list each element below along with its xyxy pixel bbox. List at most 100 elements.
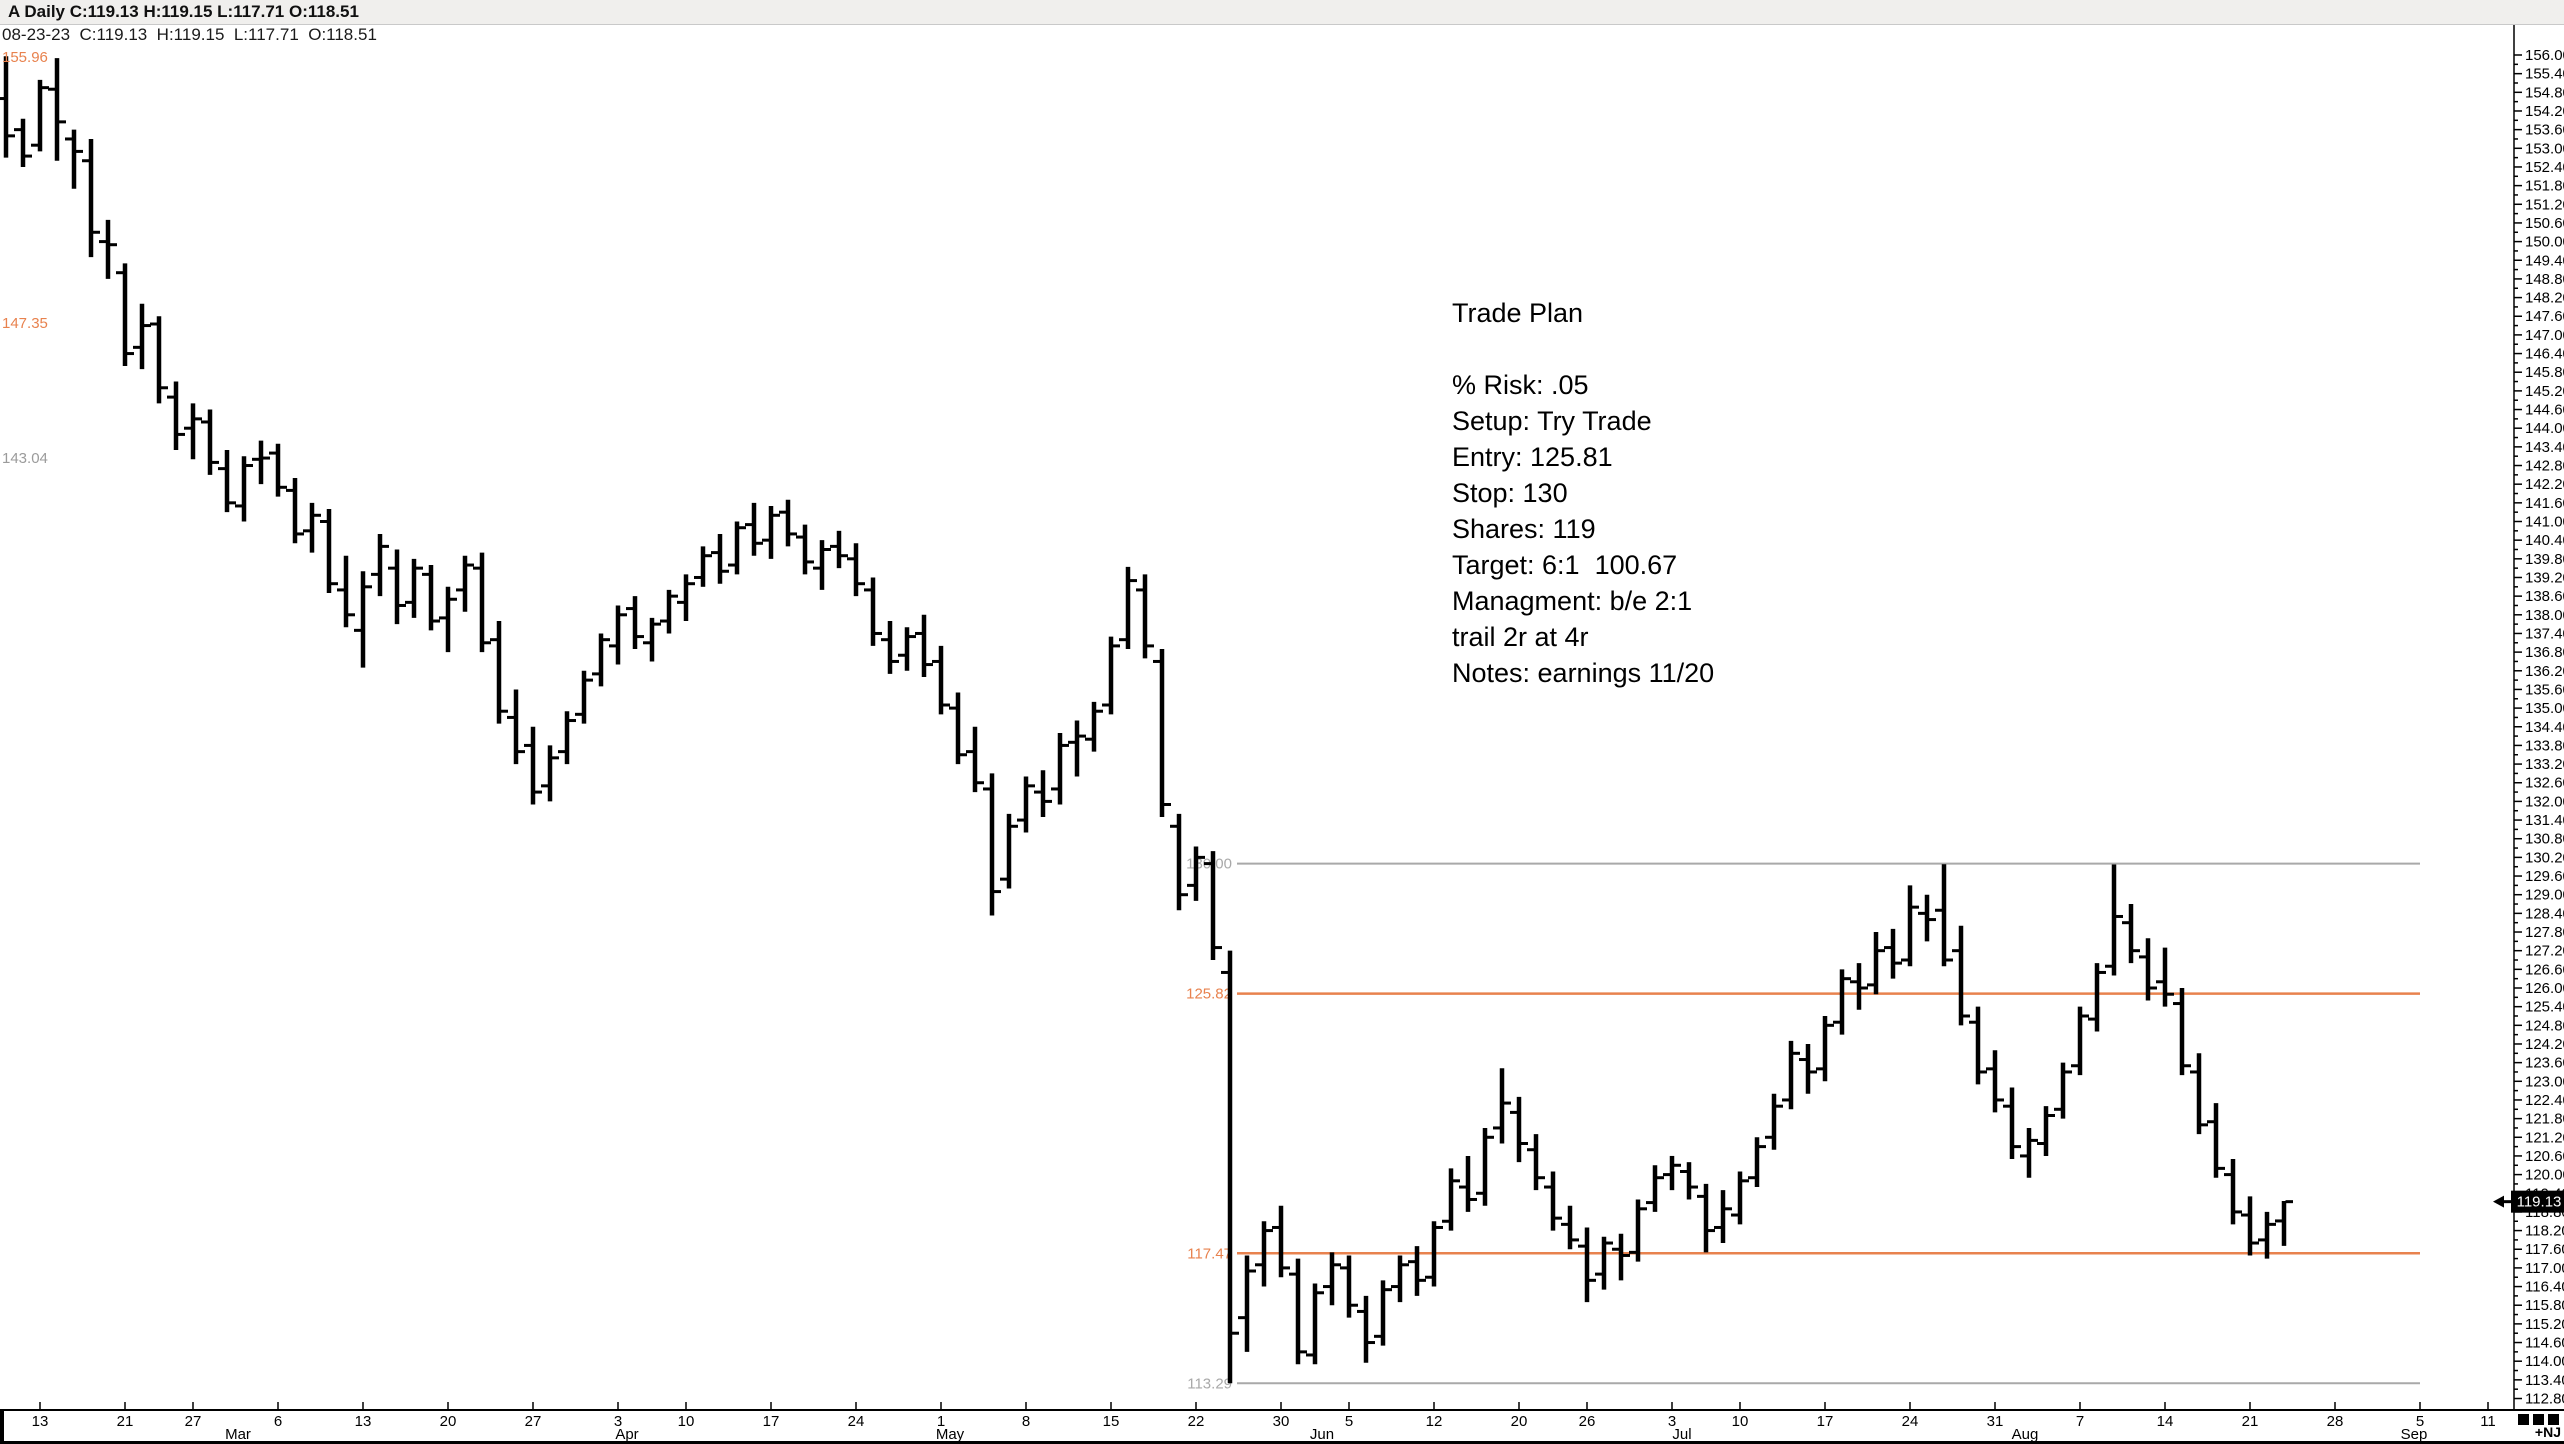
- date-tick-label: 13: [32, 1413, 49, 1430]
- ohlc-bar-07-20: [1867, 932, 1885, 995]
- trade-plan-line: Notes: earnings 11/20: [1452, 658, 1715, 688]
- price-tick-label: 144.00: [2525, 420, 2564, 437]
- price-tick-label: 141.60: [2525, 495, 2564, 512]
- date-tick-label: 10: [1732, 1413, 1749, 1430]
- price-tick-label: 124.80: [2525, 1017, 2564, 1034]
- date-tick-label: 1: [937, 1413, 945, 1430]
- ohlc-bar-02-16: [82, 138, 100, 258]
- ohlc-bar-04-13: [728, 521, 746, 575]
- price-axis[interactable]: 156.00 155.40154.80 154.20 153.60153.00 152.…: [2513, 24, 2564, 1410]
- ohlc-bar-05-31: [1289, 1258, 1307, 1365]
- price-tick-label: 121.80: [2525, 1111, 2564, 1128]
- price-tick-label: 116.40: [2525, 1279, 2564, 1296]
- ohlc-bar-02-23: [150, 316, 168, 404]
- date-tick-label: 11: [2480, 1413, 2496, 1430]
- ohlc-bar-08-23: [2275, 1200, 2293, 1246]
- price-tick-label: 117.00: [2525, 1260, 2564, 1277]
- ohlc-bar-04-12: [711, 533, 729, 584]
- ohlc-bar-08-03: [2037, 1106, 2055, 1156]
- ohlc-bar-02-09: [0, 56, 15, 158]
- ohlc-bar-08-08: [2088, 963, 2106, 1032]
- trade-plan-line: Shares: 119: [1452, 514, 1596, 544]
- trade-plan-line: Target: 6:1 100.67: [1452, 550, 1678, 580]
- swing-label-155.96: 155.96: [2, 49, 48, 66]
- ohlc-bar-07-24: [1901, 885, 1919, 967]
- price-tick-label: 122.40: [2525, 1092, 2564, 1109]
- date-tick-label: 13: [355, 1413, 372, 1430]
- corner-square-button[interactable]: [2533, 1414, 2544, 1425]
- trade-plan-line: Entry: 125.81: [1452, 442, 1613, 472]
- price-tick-label: 140.40: [2525, 532, 2564, 549]
- ohlc-bar-05-18: [1153, 649, 1171, 817]
- ohlc-bar-03-08: [303, 502, 321, 553]
- ohlc-bars: [0, 56, 2293, 1384]
- price-tick-label: 154.80: [2525, 84, 2564, 101]
- ohlc-bar-04-27: [898, 627, 916, 671]
- ohlc-bar-03-23: [490, 621, 508, 724]
- price-tick-label: 156.00: [2525, 47, 2564, 64]
- price-tick-label: 115.20: [2525, 1316, 2564, 1333]
- ohlc-bar-05-08: [1017, 776, 1035, 833]
- ohlc-bar-05-24: [1221, 950, 1239, 1384]
- date-tick-label: 5: [2416, 1413, 2424, 1430]
- ohlc-bar-03-24: [507, 689, 525, 765]
- trade-plan-note[interactable]: Trade Plan % Risk: .05 Setup: Try Trade Ent…: [1452, 295, 1714, 691]
- ohlc-bar-04-24: [847, 543, 865, 597]
- ohlc-bar-02-22: [133, 303, 151, 370]
- ohlc-bar-07-17: [1816, 1015, 1834, 1082]
- date-axis[interactable]: 13 21 27 6 13 20 27 3 10 17 24 1 8 15 22 30 5 12 20 26 3 10 17…: [0, 1402, 2564, 1444]
- ohlc-bar-08-16: [2190, 1053, 2208, 1135]
- ohlc-bar-02-17: [99, 219, 117, 279]
- ohlc-bar-07-10: [1731, 1171, 1749, 1225]
- ohlc-bar-04-28: [915, 614, 933, 677]
- ohlc-bar-08-21: [2241, 1196, 2259, 1256]
- horizontal-trendlines[interactable]: [1237, 862, 2420, 1385]
- ohlc-bar-07-14: [1799, 1043, 1817, 1094]
- date-tick-label: 26: [1579, 1413, 1596, 1430]
- ohlc-bar-05-23: [1204, 851, 1222, 961]
- ohlc-bar-04-17: [762, 505, 780, 559]
- price-tick-label: 152.40: [2525, 159, 2564, 176]
- ohlc-bar-07-18: [1833, 969, 1851, 1035]
- date-tick-label: 24: [1902, 1413, 1919, 1430]
- ohlc-bar-07-26: [1935, 864, 1953, 967]
- price-tick-label: 139.20: [2525, 569, 2564, 586]
- price-tick-label: 131.40: [2525, 812, 2564, 829]
- ohlc-bar-06-09: [1408, 1246, 1426, 1296]
- ohlc-bar-08-09: [2105, 864, 2123, 976]
- ohlc-bar-06-01: [1306, 1283, 1324, 1365]
- date-tick-label: 10: [678, 1413, 695, 1430]
- ohlc-bar-03-21: [456, 555, 474, 612]
- price-tick-label: 150.60: [2525, 215, 2564, 232]
- ohlc-bar-06-26: [1578, 1227, 1596, 1303]
- ohlc-bar-06-23: [1561, 1205, 1579, 1250]
- ohlc-bar-08-10: [2122, 904, 2140, 964]
- corner-square-button[interactable]: [2548, 1414, 2559, 1425]
- ohlc-bar-03-09: [320, 509, 338, 594]
- corner-square-button[interactable]: [2518, 1414, 2529, 1425]
- ohlc-bar-06-02: [1323, 1252, 1341, 1306]
- ohlc-bar-05-19: [1170, 813, 1188, 911]
- ohlc-bar-03-27: [524, 726, 542, 805]
- ohlc-bar-03-17: [422, 565, 440, 631]
- price-tick-label: 129.60: [2525, 868, 2564, 885]
- ohlc-bar-03-14: [371, 533, 389, 597]
- last-price-value: 119.13: [2517, 1194, 2562, 1211]
- price-tick-label: 130.80: [2525, 831, 2564, 848]
- price-tick-label: 148.80: [2525, 271, 2564, 288]
- date-tick-label: 21: [2242, 1413, 2259, 1430]
- price-tick-label: 120.00: [2525, 1167, 2564, 1184]
- ohlc-bar-06-05: [1340, 1255, 1358, 1318]
- price-tick-label: 151.80: [2525, 178, 2564, 195]
- price-tick-label: 149.40: [2525, 252, 2564, 269]
- date-tick-label: 17: [763, 1413, 780, 1430]
- price-tick-label: 114.00: [2525, 1353, 2564, 1370]
- price-tick-label: 124.20: [2525, 1036, 2564, 1053]
- ohlc-bar-08-02: [2020, 1127, 2038, 1178]
- crosshair-date-readout: 08-23-23 C:119.13 H:119.15 L:117.71 O:11…: [2, 25, 377, 44]
- ohlc-bar-03-22: [473, 552, 491, 653]
- price-tick-label: 135.00: [2525, 700, 2564, 717]
- window-corner-widgets[interactable]: +NJ: [2518, 1414, 2561, 1440]
- corner-badge: +NJ: [2535, 1424, 2561, 1440]
